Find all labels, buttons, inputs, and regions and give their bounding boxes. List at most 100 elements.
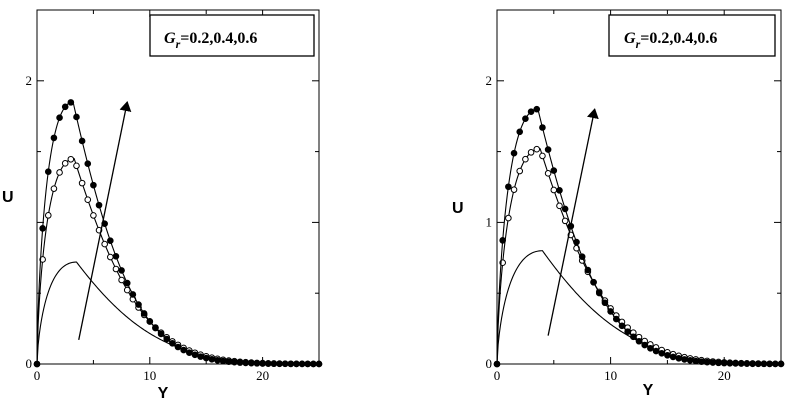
filled-marker-point: [760, 360, 768, 368]
filled-marker-point: [703, 358, 711, 366]
filled-marker-point: [675, 354, 683, 362]
open-marker-point: [527, 149, 535, 156]
y-axis-title: U: [2, 189, 14, 206]
filled-marker-point: [231, 358, 238, 366]
open-marker-point: [112, 265, 120, 273]
open-marker-point: [561, 217, 569, 225]
filled-marker-point: [539, 124, 546, 131]
filled-marker-point: [578, 253, 586, 261]
filled-marker-point: [78, 137, 86, 145]
legend-label: Gr=0.2,0.4,0.6: [624, 30, 717, 51]
open-marker-point: [118, 276, 125, 284]
filled-marker-point: [681, 356, 688, 363]
filled-marker-point: [157, 330, 165, 338]
legend-box: [149, 14, 315, 57]
x-tick-label: 20: [256, 368, 269, 383]
y-tick-label: 2: [26, 73, 33, 88]
chart-panel-1: 0 10 20 0 2 Y U Gr=0.2,0.4,0.6: [2, 9, 323, 400]
filled-marker-point: [197, 353, 204, 360]
filled-marker-point: [584, 266, 592, 274]
filled-marker-point: [281, 360, 289, 368]
filled-marker-point: [152, 324, 159, 332]
x-axis-title: Y: [158, 385, 169, 400]
filled-marker-point: [174, 343, 182, 351]
filled-marker-point: [686, 357, 694, 364]
series-line-2: [496, 148, 782, 365]
legend-values: =0.2,0.4,0.6: [180, 30, 257, 47]
filled-marker-point: [709, 359, 717, 366]
open-marker-point: [78, 179, 86, 187]
filled-marker-point: [715, 359, 722, 367]
legend-subscript: r: [176, 37, 181, 51]
filled-marker-point: [516, 128, 524, 136]
open-marker-point: [73, 162, 80, 170]
filled-marker-point: [505, 183, 512, 191]
filled-marker-point: [185, 349, 193, 356]
filled-marker-point: [123, 279, 131, 287]
filled-marker-point: [242, 359, 249, 367]
filled-marker-point: [208, 355, 216, 363]
filled-marker-point: [270, 360, 278, 368]
open-marker-point: [533, 145, 541, 153]
filled-marker-point: [118, 267, 125, 274]
filled-marker-point: [624, 328, 631, 336]
filled-marker-point: [73, 113, 80, 121]
filled-marker-point: [743, 360, 751, 367]
filled-marker-point: [664, 351, 671, 359]
filled-marker-point: [732, 360, 739, 367]
filled-marker-point: [135, 301, 142, 308]
legend-box: [608, 14, 776, 57]
filled-marker-point: [33, 360, 41, 368]
filled-marker-point: [293, 360, 300, 368]
filled-marker-point: [652, 347, 660, 355]
filled-marker-point: [112, 252, 120, 260]
legend-symbol: G: [624, 30, 636, 47]
filled-marker-point: [612, 315, 620, 323]
trend-arrow: [547, 108, 599, 336]
open-marker-point: [84, 196, 92, 203]
filled-marker-point: [573, 238, 580, 246]
open-marker-point: [550, 186, 558, 194]
filled-marker-point: [630, 333, 637, 341]
y-tick-label: 2: [486, 73, 493, 88]
filled-marker-point: [499, 237, 506, 244]
filled-marker-point: [720, 359, 728, 367]
filled-marker-point: [264, 360, 272, 367]
legend-symbol: G: [164, 30, 176, 47]
y-tick-label: 0: [486, 356, 493, 371]
filled-marker-point: [737, 360, 745, 367]
open-marker-point: [505, 214, 512, 222]
filled-marker-point: [298, 360, 306, 368]
x-tick-label: 0: [34, 368, 41, 383]
filled-marker-point: [90, 181, 97, 189]
open-marker-point: [56, 169, 63, 176]
filled-marker-point: [777, 360, 785, 368]
open-marker-point: [90, 212, 97, 219]
filled-marker-point: [287, 360, 295, 368]
open-marker-point: [50, 185, 58, 192]
filled-marker-point: [669, 353, 677, 361]
series-line-3: [496, 108, 782, 365]
filled-marker-point: [259, 360, 266, 367]
filled-marker-point: [248, 359, 255, 367]
filled-marker-point: [310, 360, 317, 368]
filled-marker-point: [522, 115, 529, 123]
filled-marker-point: [225, 358, 233, 366]
filled-marker-point: [635, 337, 643, 345]
filled-marker-point: [304, 360, 312, 368]
filled-marker-point: [180, 346, 187, 354]
filled-marker-point: [140, 310, 148, 317]
filled-marker-point: [95, 201, 103, 209]
legend-label: Gr=0.2,0.4,0.6: [164, 30, 257, 51]
legend-subscript: r: [636, 37, 641, 51]
x-axis-title: Y: [643, 382, 654, 399]
filled-marker-point: [56, 114, 63, 122]
series-line-1: [496, 250, 782, 365]
filled-marker-point: [107, 237, 114, 245]
filled-marker-point: [561, 205, 569, 213]
filled-marker-point: [214, 356, 221, 364]
filled-marker-point: [191, 351, 199, 359]
open-marker-point: [544, 170, 552, 177]
filled-marker-point: [510, 149, 518, 157]
